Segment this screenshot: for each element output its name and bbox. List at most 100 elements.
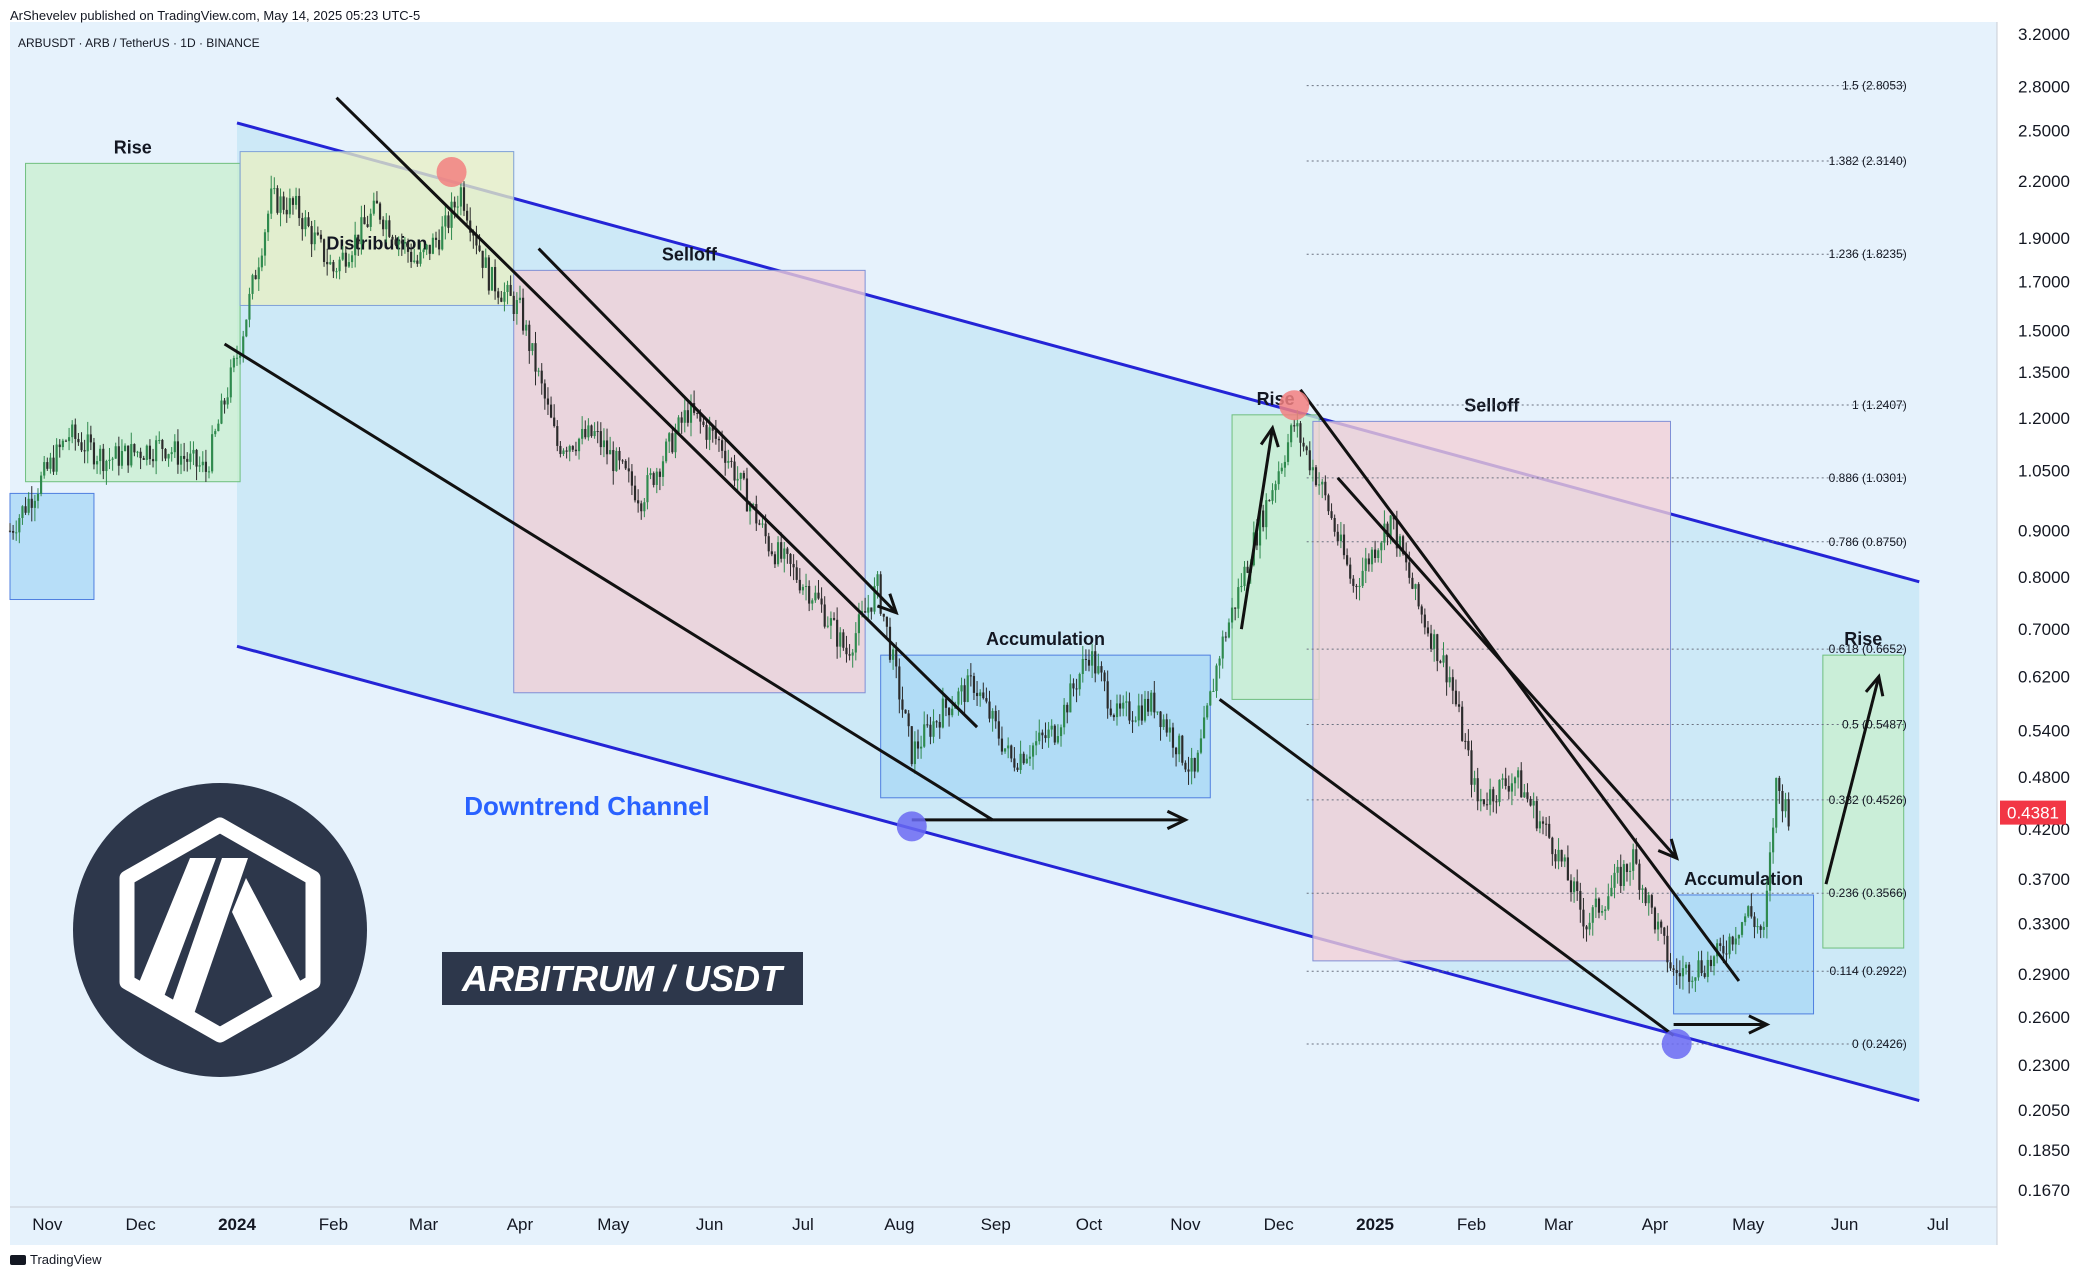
candle-down <box>1423 614 1426 628</box>
top-marker <box>436 156 467 187</box>
candle-down <box>1485 804 1489 806</box>
candle-down <box>1541 821 1545 824</box>
candle-up <box>456 206 459 208</box>
candle-up <box>1691 980 1694 982</box>
candle-down <box>276 188 279 213</box>
candle-up <box>957 691 960 705</box>
candle-down <box>1635 849 1638 864</box>
candle-up <box>245 319 248 337</box>
candle-up <box>1622 864 1625 887</box>
candle-down <box>1709 959 1713 967</box>
candle-up <box>783 548 786 559</box>
candle-down <box>151 459 155 462</box>
candle-up <box>1398 536 1402 549</box>
y-tick-label: 1.0500 <box>2018 461 2070 480</box>
candle-up <box>158 439 161 441</box>
candle-up <box>313 232 316 245</box>
candle-down <box>428 244 431 254</box>
candle-down <box>808 585 811 604</box>
candle-down <box>907 713 910 727</box>
candle-down <box>64 440 68 442</box>
y-tick-label: 1.9000 <box>2018 229 2070 248</box>
candle-up <box>257 267 260 280</box>
candle-down <box>447 215 450 228</box>
candle-down <box>1582 909 1585 927</box>
candle-down <box>223 400 226 405</box>
candle-down <box>1529 798 1532 806</box>
symbol-legend[interactable]: ARBUSDT · ARB / TetherUS · 1D · BINANCE <box>18 36 260 50</box>
candle-up <box>1591 907 1594 923</box>
candle-up <box>1656 921 1660 930</box>
candle-up <box>1209 691 1212 706</box>
candle-up <box>1489 789 1492 805</box>
candle-down <box>832 618 836 620</box>
selloff-zone-label: Selloff <box>662 244 718 264</box>
candle-down <box>1305 446 1308 451</box>
candle-down <box>416 260 419 264</box>
candle-down <box>1566 857 1569 881</box>
candle-down <box>680 417 683 423</box>
arrow-shaft <box>1336 476 1678 860</box>
candle-up <box>1143 698 1147 721</box>
candle-down <box>1000 738 1004 752</box>
candle-down <box>1314 467 1318 486</box>
candle-down <box>478 245 481 251</box>
candle-up <box>1433 634 1436 649</box>
candle-down <box>1420 606 1423 615</box>
candle-up <box>1122 702 1125 709</box>
candle-down <box>699 413 702 422</box>
candle-up <box>1230 607 1234 623</box>
candle-down <box>254 275 257 280</box>
candle-down <box>1336 531 1339 542</box>
candle-up <box>1050 725 1053 730</box>
candle-down <box>1703 973 1706 977</box>
candle-up <box>1215 665 1218 691</box>
candle-down <box>1159 711 1162 728</box>
candle-up <box>61 440 64 448</box>
candle-up <box>1003 748 1007 752</box>
candle-up <box>1097 666 1100 674</box>
candle-up <box>130 444 133 466</box>
candle-down <box>540 370 543 384</box>
candle-down <box>176 441 180 465</box>
candle-down <box>574 449 578 452</box>
candle-up <box>776 542 780 565</box>
candle-up <box>111 458 114 460</box>
candle-down <box>1700 960 1703 974</box>
candle-up <box>335 271 338 273</box>
distribution-zone-label: Distribution <box>326 234 427 254</box>
candle-up <box>267 213 270 233</box>
candle-down <box>1193 758 1196 772</box>
candle-up <box>385 220 388 230</box>
candle-down <box>898 666 901 700</box>
candle-up <box>649 473 652 476</box>
candle-up <box>1681 968 1685 977</box>
candle-up <box>674 432 677 453</box>
candle-down <box>543 383 546 399</box>
candle-up <box>1784 799 1787 812</box>
candle-down <box>1554 854 1557 862</box>
y-tick-label: 0.2600 <box>2018 1008 2070 1027</box>
candle-down <box>994 710 997 722</box>
fibonacci-layer: 1.5 (2.8053) 1.382 (2.3140) 1.236 (1.8235)… <box>1306 79 1907 1051</box>
trendline <box>335 96 979 729</box>
candle-up <box>1091 651 1094 666</box>
candle-down <box>944 698 948 708</box>
candle-down <box>1778 777 1781 791</box>
candle-up <box>857 614 860 634</box>
candle-up <box>655 471 658 485</box>
candle-up <box>1137 705 1140 721</box>
candle-down <box>1638 863 1641 890</box>
candle-down <box>1072 683 1075 689</box>
candle-up <box>49 457 52 469</box>
candle-down <box>1405 553 1408 563</box>
tradingview-logo[interactable]: TradingView <box>10 1252 102 1267</box>
candle-down <box>612 450 615 472</box>
candle-up <box>1762 926 1765 930</box>
candle-up <box>1448 677 1451 683</box>
y-tick-label: 0.2300 <box>2018 1056 2070 1075</box>
candle-down <box>556 426 559 446</box>
candle-up <box>1604 909 1607 912</box>
y-tick-label: 0.1670 <box>2018 1181 2070 1200</box>
